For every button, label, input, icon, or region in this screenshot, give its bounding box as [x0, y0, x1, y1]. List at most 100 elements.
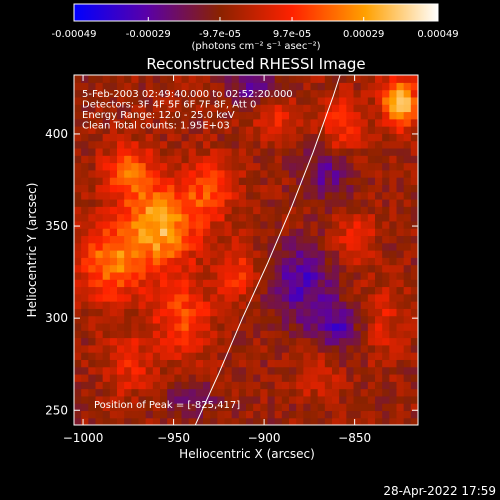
heatmap-cell [188, 198, 197, 207]
heatmap-cell [81, 366, 89, 375]
heatmap-cell [217, 104, 226, 113]
heatmap-cell [253, 366, 261, 375]
heatmap-cell [253, 359, 261, 368]
heatmap-cell [102, 118, 111, 127]
heatmap-cell [360, 242, 369, 251]
heatmap-cell [260, 359, 269, 368]
heatmap-cell [389, 257, 398, 266]
heatmap-cell [74, 366, 82, 375]
heatmap-cell [231, 140, 240, 149]
heatmap-cell [210, 366, 218, 375]
heatmap-cell [109, 206, 118, 215]
heatmap-cell [160, 118, 168, 127]
heatmap-cell [167, 191, 175, 200]
heatmap-cell [167, 359, 175, 368]
heatmap-cell [310, 242, 319, 251]
heatmap-cell [360, 410, 369, 419]
heatmap-cell [332, 96, 340, 105]
heatmap-cell [375, 177, 383, 185]
heatmap-cell [117, 330, 125, 339]
heatmap-cell [324, 286, 333, 295]
heatmap-cell [375, 169, 383, 178]
heatmap-cell [188, 395, 197, 404]
heatmap-cell [253, 250, 261, 258]
heatmap-cell [231, 177, 240, 185]
heatmap-cell [281, 118, 290, 127]
heatmap-cell [210, 147, 218, 156]
heatmap-cell [160, 82, 168, 91]
chart-title: Reconstructed RHESSI Image [146, 55, 365, 73]
heatmap-cell [117, 111, 125, 120]
heatmap-cell [303, 104, 312, 113]
heatmap-cell [238, 301, 247, 309]
heatmap-cell [274, 147, 283, 156]
heatmap-cell [317, 213, 326, 222]
heatmap-cell [124, 242, 132, 251]
heatmap-cell [174, 388, 183, 397]
heatmap-cell [260, 366, 269, 375]
heatmap-cell [375, 271, 383, 280]
heatmap-cell [389, 228, 398, 237]
heatmap-cell [274, 337, 283, 346]
heatmap-cell [102, 395, 111, 404]
heatmap-cell [317, 301, 326, 309]
heatmap-cell [324, 359, 333, 368]
heatmap-cell [238, 228, 247, 237]
heatmap-cell [174, 75, 183, 83]
heatmap-cell [317, 279, 326, 288]
heatmap-cell [152, 206, 161, 215]
y-tick-label: 400 [45, 127, 68, 141]
heatmap-cell [145, 155, 154, 164]
heatmap-cell [303, 264, 312, 273]
heatmap-cell [246, 235, 254, 244]
heatmap-cell [160, 366, 168, 375]
heatmap-cell [403, 257, 412, 266]
heatmap-cell [332, 155, 340, 164]
heatmap-cell [310, 293, 319, 302]
heatmap-cell [403, 191, 412, 200]
heatmap-cell [95, 286, 104, 295]
heatmap-cell [296, 235, 304, 244]
heatmap-cell [167, 257, 175, 266]
heatmap-cell [260, 96, 269, 105]
heatmap-cell [324, 198, 333, 207]
heatmap-cell [203, 410, 211, 419]
heatmap-cell [109, 279, 118, 288]
heatmap-cell [281, 235, 290, 244]
heatmap-cell [353, 322, 362, 331]
heatmap-cell [131, 381, 140, 390]
heatmap-cell [224, 198, 233, 207]
heatmap-cell [360, 177, 369, 185]
heatmap-cell [267, 96, 276, 105]
heatmap-cell [238, 177, 247, 185]
heatmap-cell [303, 293, 312, 302]
heatmap-cell [131, 96, 140, 105]
heatmap-cell [124, 337, 132, 346]
heatmap-cell [289, 381, 297, 390]
heatmap-cell [124, 169, 132, 178]
heatmap-cell [224, 250, 233, 258]
annotations: 5-Feb-2003 02:49:40.000 to 02:52:20.000D… [82, 89, 293, 132]
heatmap-cell [188, 359, 197, 368]
heatmap-cell [289, 162, 297, 171]
heatmap-cell [131, 315, 140, 324]
heatmap-cell [152, 388, 161, 397]
heatmap-cell [145, 264, 154, 273]
heatmap-cell [281, 169, 290, 178]
heatmap-cell [367, 126, 376, 134]
heatmap-cell [260, 89, 269, 98]
heatmap-cell [332, 89, 340, 98]
heatmap-cell [181, 147, 190, 156]
heatmap-cell [274, 198, 283, 207]
heatmap-cell [145, 322, 154, 331]
heatmap-cell [317, 191, 326, 200]
heatmap-cell [95, 242, 104, 251]
heatmap-cell [224, 82, 233, 91]
heatmap-cell [81, 140, 89, 149]
heatmap-cell [117, 96, 125, 105]
heatmap-cell [389, 359, 398, 368]
heatmap-cell [296, 220, 304, 229]
heatmap-cell [74, 191, 82, 200]
heatmap-cell [267, 388, 276, 397]
heatmap-cell [152, 359, 161, 368]
